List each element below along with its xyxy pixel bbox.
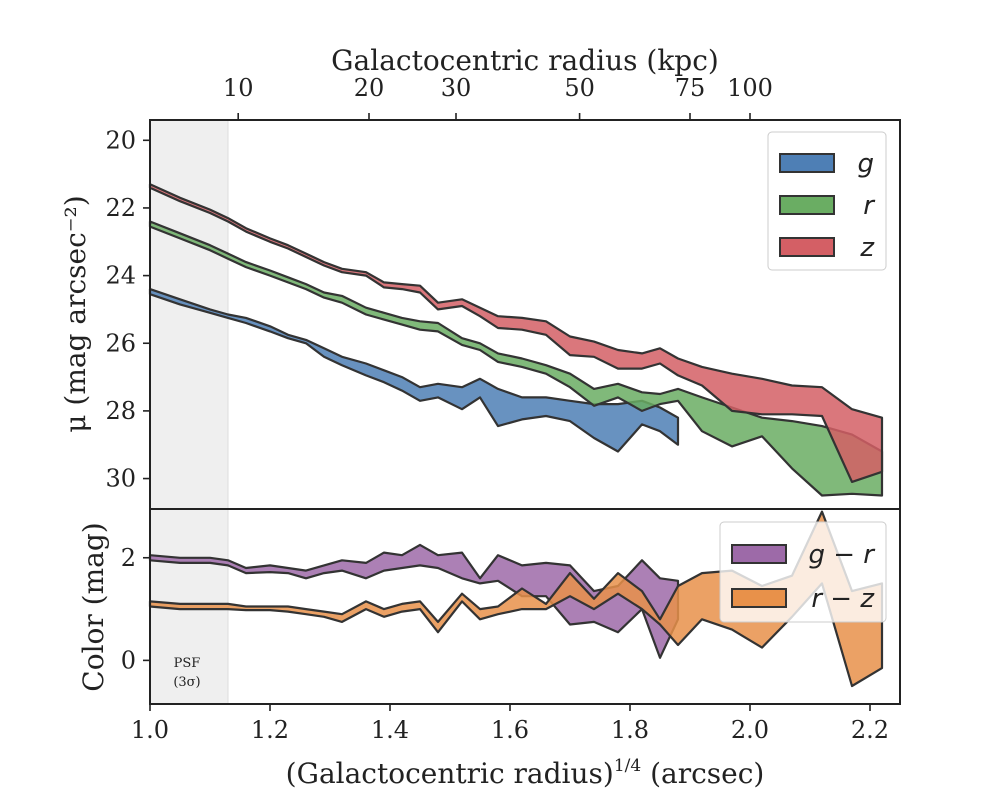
top-x-tick-label: 75 (675, 74, 706, 102)
bottom-yaxis-label: Color (mag) (77, 522, 110, 691)
xlabel-main: (Galactocentric radius) (286, 757, 614, 790)
axis-labels: Galactocentric radius (kpc) μ (mag arcse… (59, 44, 764, 790)
y-tick-label: 28 (105, 397, 136, 425)
bottom-panel: 0 2 1.0 1.2 1.4 1.6 1.8 2.0 2.2 g − r r − z (121, 508, 901, 744)
x-tick-label: 1.4 (371, 716, 409, 744)
y-tick-label: 24 (105, 262, 136, 290)
x-tick-label: 2.2 (851, 716, 889, 744)
bottom-plot-frame (149, 508, 901, 705)
color-y-tick-label: 2 (121, 544, 136, 572)
x-tick-label: 1.8 (611, 716, 649, 744)
x-tick-label: 1.2 (251, 716, 289, 744)
legend-label: g (857, 149, 874, 179)
top-xaxis-label: Galactocentric radius (kpc) (331, 44, 719, 77)
top-x-tick-label: 100 (727, 74, 773, 102)
legend-swatch (779, 237, 835, 257)
y-tick-label: 20 (105, 126, 136, 154)
legend-swatch (731, 588, 787, 608)
color-y-tick-label: 0 (121, 646, 136, 674)
legend-label: r (863, 191, 876, 221)
x-tick-label: 1.0 (131, 716, 169, 744)
legend-label: g − r (808, 540, 876, 570)
y-tick-label: 22 (105, 194, 136, 222)
band-rz (148, 510, 884, 688)
y-tick-label: 30 (105, 465, 136, 493)
psf-annotation-line1: PSF (174, 656, 201, 671)
bottom-xaxis-label: (Galactocentric radius)1/4 (arcsec) (286, 756, 765, 790)
x-tick-label: 1.6 (491, 716, 529, 744)
top-panel: 20 22 24 26 28 30 10 20 30 50 75 100 grz (105, 74, 901, 510)
band-g (148, 288, 680, 453)
x-tick-label: 2.0 (731, 716, 769, 744)
xlabel-tail: (arcsec) (641, 757, 764, 790)
top-x-tick-label: 20 (354, 74, 385, 102)
band-z (148, 183, 884, 483)
legend-swatch (731, 544, 787, 564)
top-x-tick-label: 10 (223, 74, 254, 102)
top-yaxis-label: μ (mag arcsec⁻²) (59, 195, 92, 432)
psf-annotation-line2: (3σ) (173, 675, 200, 690)
legend-swatch (779, 153, 835, 173)
legend-label: z (859, 233, 875, 263)
legend-label: r − z (811, 584, 875, 614)
xlabel-sup: 1/4 (614, 756, 641, 776)
top-x-tick-label: 30 (441, 74, 472, 102)
top-x-tick-label: 50 (564, 74, 595, 102)
band-r (148, 220, 884, 497)
y-tick-label: 26 (105, 329, 136, 357)
legend-swatch (779, 195, 835, 215)
